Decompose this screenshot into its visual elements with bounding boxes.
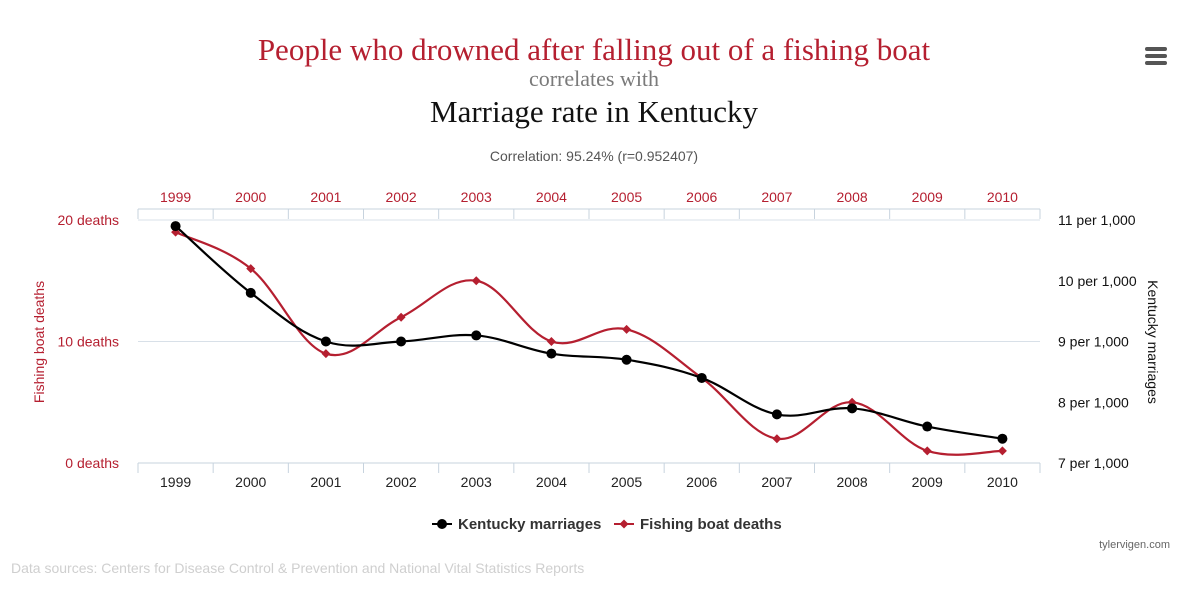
kentucky-marriages-point <box>847 403 858 414</box>
watermark: tylervigen.com <box>1099 539 1170 551</box>
menu-bar <box>1145 61 1167 65</box>
bottom-axis-label: 2003 <box>461 474 492 490</box>
kentucky-marriages-point <box>471 330 482 341</box>
right-axis-tick-label: 11 per 1,000 <box>1058 212 1136 228</box>
legend-kentucky-marriages-label: Kentucky marriages <box>458 516 601 533</box>
fishing-boat-deaths-point <box>471 276 481 286</box>
kentucky-marriages-point <box>546 348 557 359</box>
bottom-axis-label: 2010 <box>987 474 1018 490</box>
legend-fishing-boat-deaths-label: Fishing boat deaths <box>640 516 782 533</box>
kentucky-marriages-point <box>997 433 1008 444</box>
fishing-boat-deaths-point <box>772 434 782 444</box>
bottom-axis-label: 2007 <box>761 474 792 490</box>
right-axis-tick-label: 10 per 1,000 <box>1058 273 1137 289</box>
bottom-axis-label: 2002 <box>386 474 417 490</box>
top-axis-label: 1999 <box>160 189 191 205</box>
fishing-boat-deaths-point <box>396 312 406 322</box>
chart-title: People who drowned after falling out of … <box>257 32 931 67</box>
top-axis-label: 2009 <box>912 189 943 205</box>
top-axis-label: 2001 <box>310 189 341 205</box>
chart-subtitle: correlates with <box>528 66 660 91</box>
top-axis-label: 2007 <box>761 189 792 205</box>
top-axis-label: 2003 <box>461 189 492 205</box>
fishing-boat-deaths-point <box>546 337 556 346</box>
fishing-boat-deaths-point <box>246 264 256 274</box>
bottom-axis-label: 2005 <box>611 474 642 490</box>
bottom-axis-label: 2006 <box>686 474 717 490</box>
top-axis-label: 2006 <box>686 189 717 205</box>
bottom-axis-label: 1999 <box>160 474 191 490</box>
legend-kentucky-marriages-marker <box>437 519 447 529</box>
fishing-boat-deaths-line <box>175 231 1003 456</box>
top-axis-label: 2008 <box>837 189 868 205</box>
right-axis-tick-label: 8 per 1,000 <box>1058 394 1129 410</box>
bottom-axis-label: 2009 <box>912 474 943 490</box>
bottom-axis-label: 2004 <box>536 474 567 490</box>
left-axis-tick-label: 10 deaths <box>58 334 120 350</box>
left-axis-tick-label: 0 deaths <box>65 455 119 471</box>
left-axis-title: Fishing boat deaths <box>31 281 47 403</box>
top-axis-label: 2002 <box>386 189 417 205</box>
top-axis-label: 2010 <box>987 189 1018 205</box>
right-axis-tick-label: 7 per 1,000 <box>1058 455 1129 471</box>
chart-second-title: Marriage rate in Kentucky <box>430 94 758 129</box>
left-axis-tick-label: 20 deaths <box>58 212 120 228</box>
kentucky-marriages-point <box>320 336 331 347</box>
top-axis-label: 2000 <box>235 189 266 205</box>
fishing-boat-deaths-point <box>997 446 1007 456</box>
menu-bar <box>1145 47 1167 51</box>
kentucky-marriages-point <box>771 409 782 420</box>
bottom-axis-label: 2000 <box>235 474 266 490</box>
data-sources: Data sources: Centers for Disease Contro… <box>11 560 585 576</box>
kentucky-marriages-point <box>245 287 256 298</box>
correlation-text: Correlation: 95.24% (r=0.952407) <box>489 148 699 164</box>
bottom-axis-label: 2001 <box>310 474 341 490</box>
kentucky-marriages-point <box>396 336 407 347</box>
bottom-axis-label: 2008 <box>837 474 868 490</box>
fishing-boat-deaths-point <box>922 446 932 456</box>
top-axis-label: 2004 <box>536 189 567 205</box>
fishing-boat-deaths-point <box>622 324 632 334</box>
menu-bar <box>1145 54 1167 58</box>
kentucky-marriages-point <box>170 221 181 232</box>
hamburger-menu-icon[interactable] <box>1143 47 1169 69</box>
kentucky-marriages-point <box>621 354 632 365</box>
top-axis-label: 2005 <box>611 189 642 205</box>
right-axis-title: Kentucky marriages <box>1145 280 1161 404</box>
fishing-boat-deaths-point <box>321 349 331 359</box>
legend-fishing-boat-deaths-marker <box>619 519 629 529</box>
kentucky-marriages-point <box>922 421 933 432</box>
kentucky-marriages-point <box>696 372 707 383</box>
right-axis-tick-label: 9 per 1,000 <box>1058 334 1129 350</box>
